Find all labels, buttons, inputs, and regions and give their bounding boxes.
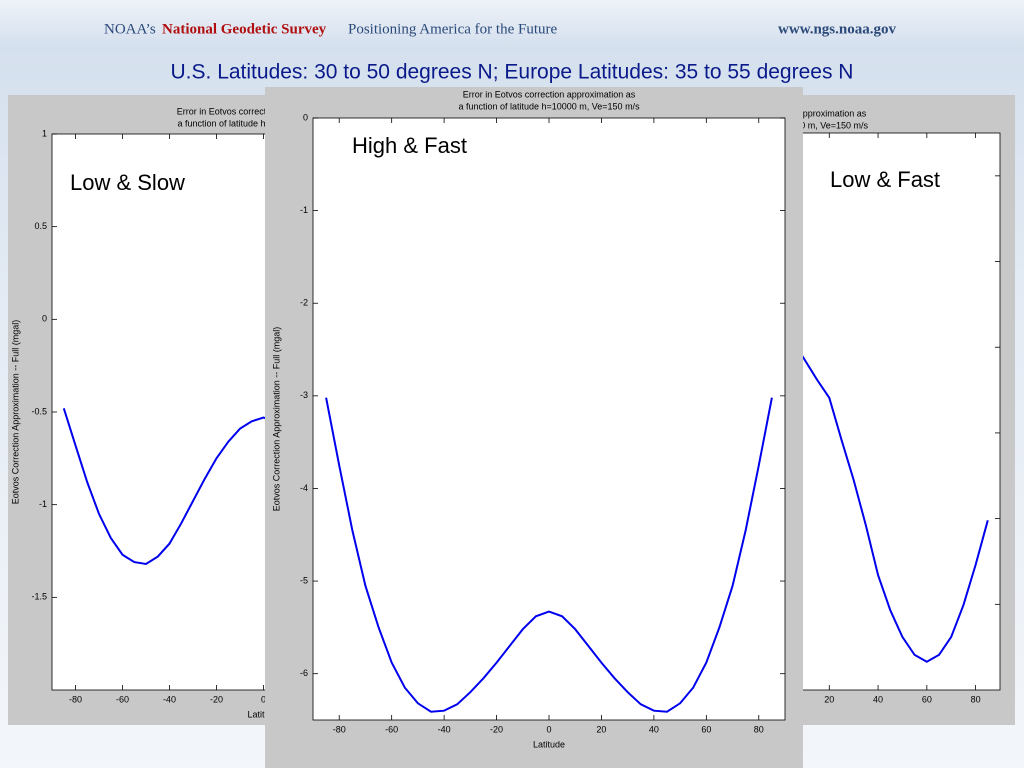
- y-tick-label: -1: [300, 205, 308, 215]
- tagline: Positioning America for the Future: [348, 21, 557, 37]
- slide-title: U.S. Latitudes: 30 to 50 degrees N; Euro…: [171, 61, 854, 84]
- plot-area: [312, 117, 786, 721]
- x-tick-label: 40: [649, 724, 659, 734]
- annotation: Low & Fast: [830, 167, 940, 192]
- x-tick-label: -40: [438, 724, 451, 734]
- y-tick-label: -3: [300, 390, 308, 400]
- annotation: Low & Slow: [70, 170, 185, 195]
- x-tick-label: -20: [490, 724, 503, 734]
- y-tick-label: 0: [42, 314, 47, 324]
- x-tick-label: -80: [333, 724, 346, 734]
- x-tick-label: 0: [546, 724, 551, 734]
- y-tick-label: -1.5: [31, 592, 47, 602]
- chart-middle: Error in Eotvos correction approximation…: [265, 87, 803, 768]
- x-axis-label: Latitude: [533, 739, 565, 749]
- chart-title: a function of latitude h=10000 m, Ve=150…: [458, 101, 640, 111]
- x-tick-label: 0: [261, 694, 266, 704]
- y-axis-label: Eotvos Correction Approximation -- Full …: [271, 327, 281, 512]
- x-tick-label: 20: [596, 724, 606, 734]
- x-tick-label: 60: [922, 694, 932, 704]
- y-tick-label: 0: [303, 112, 308, 122]
- y-tick-label: 1: [42, 128, 47, 138]
- org-name: National Geodetic Survey: [162, 21, 327, 37]
- org-prefix: NOAA’s: [104, 21, 156, 37]
- site-url: www.ngs.noaa.gov: [778, 21, 896, 37]
- y-axis-label: Eotvos Correction Approximation -- Full …: [10, 320, 20, 505]
- x-tick-label: -40: [163, 694, 176, 704]
- x-tick-label: -80: [69, 694, 82, 704]
- x-tick-label: 80: [754, 724, 764, 734]
- y-tick-label: -2: [300, 298, 308, 308]
- annotation: High & Fast: [352, 133, 467, 158]
- x-tick-label: -60: [116, 694, 129, 704]
- data-line: [325, 397, 773, 713]
- x-tick-label: -60: [385, 724, 398, 734]
- x-tick-label: 80: [971, 694, 981, 704]
- x-axis-label: Latitude: [247, 709, 279, 719]
- y-tick-label: 0.5: [34, 221, 47, 231]
- x-tick-label: 20: [824, 694, 834, 704]
- y-tick-label: -1: [39, 499, 47, 509]
- y-tick-label: -6: [300, 668, 308, 678]
- x-tick-label: -20: [210, 694, 223, 704]
- y-tick-label: -0.5: [31, 406, 47, 416]
- x-tick-label: 60: [701, 724, 711, 734]
- chart-title: Error in Eotvos correction approximation…: [177, 106, 350, 116]
- chart-title: a function of latitude h=1000 m, Ve=50 m…: [177, 118, 349, 128]
- y-tick-label: -4: [300, 483, 308, 493]
- x-tick-label: 40: [873, 694, 883, 704]
- chart-title: Error in Eotvos correction approximation…: [463, 89, 636, 99]
- y-tick-label: -5: [300, 575, 308, 585]
